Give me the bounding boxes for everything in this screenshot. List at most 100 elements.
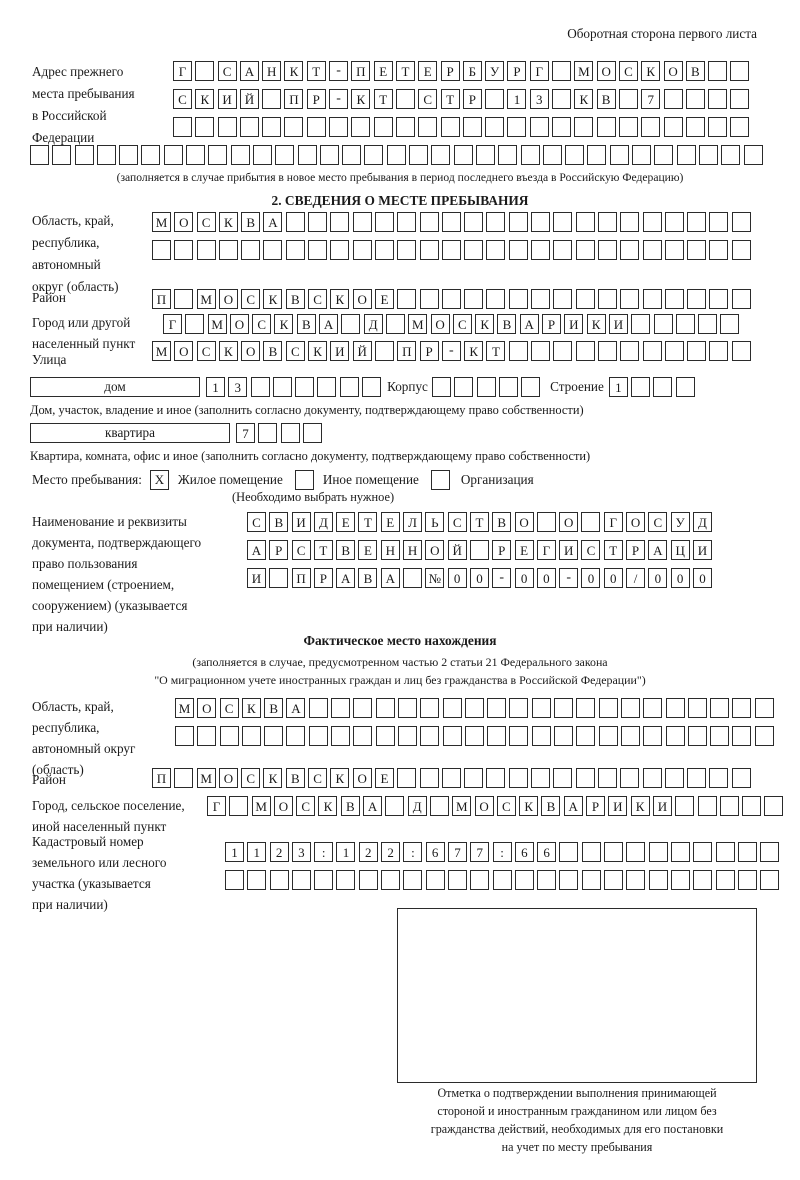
document-cell[interactable]: Р [269,540,289,560]
section3-region-cell[interactable] [754,726,774,746]
section2-district-cell[interactable] [709,289,729,309]
section3-district-cell[interactable] [441,768,461,788]
prev-address-cell[interactable]: К [574,89,594,109]
section2-city-cell[interactable]: К [586,314,606,334]
stay-place-line[interactable]: Место пребывания: X Жилое помещение Иное… [32,470,534,490]
prev-address-cell[interactable] [721,145,741,165]
section3-region-cell[interactable] [732,698,752,718]
prev-address-cell[interactable]: К [641,61,661,81]
section2-city-cell[interactable]: С [452,314,472,334]
cadastral-cell[interactable] [247,870,267,890]
section3-district-cell[interactable] [620,768,640,788]
prev-address-cell[interactable] [409,145,429,165]
stroenie-cell[interactable] [675,377,695,397]
section2-street-cell[interactable] [642,341,662,361]
section2-region-cell[interactable] [642,240,662,260]
prev-address-cell[interactable] [609,145,629,165]
prev-address-cell[interactable] [208,145,228,165]
document-cell[interactable]: 0 [670,568,690,588]
section3-region-cell[interactable] [643,698,663,718]
stroenie-cell[interactable] [653,377,673,397]
prev-address-cell[interactable] [743,145,763,165]
document-row[interactable]: И П Р А В А № 0 0-0 0-0 0/0 0 0 [247,568,712,588]
prev-address-cell[interactable] [195,61,215,81]
section3-region-cell[interactable] [286,726,306,746]
section3-region-cell[interactable] [464,698,484,718]
document-cell[interactable]: Т [469,512,489,532]
prev-address-cell[interactable] [418,117,438,137]
prev-address-cell[interactable] [364,145,384,165]
section3-district-cell[interactable] [419,768,439,788]
prev-address-cell[interactable] [708,61,728,81]
section3-city-cell[interactable]: К [630,796,650,816]
house-cell[interactable]: 1 [206,377,225,397]
section2-region-cell[interactable] [330,212,350,232]
section3-region-cell[interactable] [331,698,351,718]
prev-address-cell[interactable] [485,117,505,137]
section3-city-cell[interactable] [719,796,739,816]
section2-city-cell[interactable] [631,314,651,334]
flat-cell[interactable]: 7 [236,423,255,443]
section2-flat-line[interactable]: квартира 7 [30,423,322,443]
section2-region-cell[interactable] [441,240,461,260]
document-cell[interactable]: 0 [514,568,534,588]
section3-district-cell[interactable] [642,768,662,788]
prev-address-cell[interactable]: П [284,89,304,109]
section2-district-cell[interactable] [731,289,751,309]
section2-city-cell[interactable]: О [430,314,450,334]
prev-address-cell[interactable] [685,89,705,109]
prev-address-cell[interactable] [708,117,728,137]
section2-street-cell[interactable]: М [152,341,171,361]
prev-address-cell[interactable] [319,145,339,165]
document-cell[interactable]: С [648,512,668,532]
cadastral-cell[interactable] [715,870,735,890]
prev-address-cell[interactable] [440,117,460,137]
section3-city-cell[interactable]: Г [207,796,226,816]
section2-street-cell[interactable]: - [441,341,461,361]
section3-region-cell[interactable] [353,698,373,718]
section3-region-cell[interactable] [554,726,574,746]
section2-district-cell[interactable]: С [241,289,261,309]
cadastral-cell[interactable]: 2 [269,842,289,862]
document-cell[interactable]: Д [692,512,712,532]
flat-cell[interactable] [258,423,278,443]
section3-city-cell[interactable]: М [251,796,271,816]
prev-address-cell[interactable] [663,89,683,109]
section3-district-cell[interactable]: С [241,768,261,788]
section2-street-cell[interactable] [597,341,617,361]
document-cell[interactable]: В [492,512,512,532]
prev-address-cell[interactable] [565,145,585,165]
section2-region-row[interactable] [152,240,751,260]
prev-address-cell[interactable] [141,145,161,165]
section3-region-cell[interactable] [308,698,328,718]
section3-district-cell[interactable] [553,768,573,788]
section3-district-cell[interactable] [464,768,484,788]
section2-city-cell[interactable] [675,314,695,334]
document-cell[interactable]: У [670,512,690,532]
section3-region-cell[interactable]: С [219,698,239,718]
section2-city-cell[interactable]: М [408,314,428,334]
section2-district-cell[interactable]: О [218,289,238,309]
document-cell[interactable]: 0 [469,568,489,588]
prev-address-cell[interactable] [395,89,415,109]
prev-address-cell[interactable] [552,89,572,109]
prev-address-cell[interactable] [351,117,371,137]
document-cell[interactable]: А [648,540,668,560]
section3-region-cell[interactable] [487,698,507,718]
document-cell[interactable]: О [425,540,445,560]
prev-address-cell[interactable] [329,117,349,137]
section2-street-cell[interactable]: В [263,341,283,361]
section3-region-cell[interactable] [264,726,284,746]
section3-region-cell[interactable] [420,698,440,718]
prev-address-cell[interactable]: Р [440,61,460,81]
section3-region-cell[interactable] [710,698,730,718]
section2-region-cell[interactable] [464,240,484,260]
cadastral-cell[interactable]: 6 [425,842,445,862]
cadastral-cell[interactable] [447,870,467,890]
section2-street-cell[interactable] [553,341,573,361]
document-cell[interactable]: 0 [692,568,712,588]
section3-region-cell[interactable] [331,726,351,746]
